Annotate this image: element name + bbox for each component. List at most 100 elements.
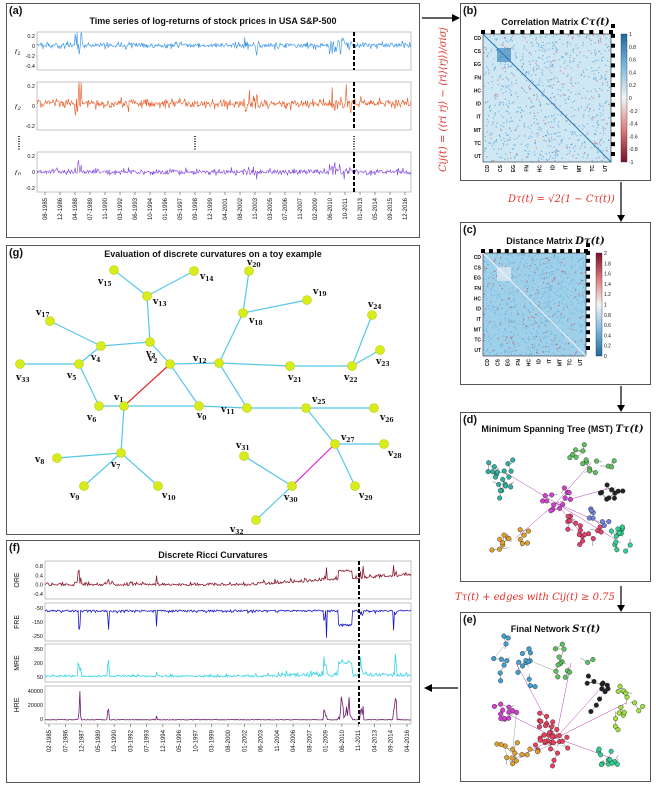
matrix-cell xyxy=(545,159,548,161)
matrix-cell xyxy=(500,343,502,345)
matrix-cell xyxy=(602,150,604,152)
matrix-cell xyxy=(488,308,490,310)
matrix-cell xyxy=(496,295,499,297)
matrix-cell xyxy=(538,312,541,314)
curvature-tick: 0.4 xyxy=(35,573,43,579)
matrix-cell xyxy=(484,353,486,355)
sector-label-x: FN xyxy=(524,165,530,172)
node-subscript: 15 xyxy=(103,281,111,288)
matrix-cell xyxy=(541,351,544,353)
matrix-cell xyxy=(499,101,501,103)
matrix-cell xyxy=(532,81,534,83)
matrix-cell xyxy=(530,304,532,306)
matrix-cell xyxy=(580,73,583,76)
matrix-cell xyxy=(546,57,548,59)
matrix-cell xyxy=(569,137,571,140)
matrix-cell xyxy=(537,333,540,335)
matrix-cell xyxy=(532,45,534,47)
network-node xyxy=(514,740,520,746)
matrix-cell xyxy=(588,50,590,52)
matrix-cell xyxy=(595,78,597,80)
matrix-cell xyxy=(569,60,571,62)
matrix-cell xyxy=(486,331,488,333)
matrix-cell xyxy=(517,269,519,271)
matrix-cell xyxy=(528,309,530,311)
matrix-cell xyxy=(540,259,543,261)
network-node xyxy=(585,673,591,679)
matrix-cell xyxy=(572,49,574,51)
matrix-cell xyxy=(582,323,584,326)
matrix-cell xyxy=(495,98,497,100)
matrix-cell xyxy=(484,148,486,150)
matrix-cell xyxy=(556,154,558,157)
matrix-cell xyxy=(581,316,583,318)
matrix-cell xyxy=(576,347,578,349)
toy-node-v8 xyxy=(52,453,62,463)
matrix-cell xyxy=(484,278,486,280)
matrix-cell xyxy=(550,264,552,267)
matrix-tick xyxy=(611,142,615,147)
matrix-cell xyxy=(546,267,548,269)
matrix-cell xyxy=(510,273,512,275)
matrix-cell xyxy=(537,267,539,269)
network-node xyxy=(623,548,629,554)
matrix-cell xyxy=(570,281,572,283)
matrix-cell xyxy=(484,46,486,49)
matrix-cell xyxy=(511,350,513,352)
matrix-cell xyxy=(566,120,568,122)
matrix-cell xyxy=(578,258,581,260)
matrix-cell xyxy=(602,82,604,84)
matrix-cell xyxy=(600,75,602,77)
matrix-cell xyxy=(549,285,552,288)
matrix-cell xyxy=(542,317,544,319)
panel-b-title-text: Correlation Matrix xyxy=(501,17,579,27)
matrix-cell xyxy=(498,319,500,321)
matrix-cell xyxy=(551,139,553,141)
matrix-cell xyxy=(549,287,551,289)
matrix-cell xyxy=(610,161,613,163)
matrix-cell xyxy=(485,328,488,330)
toy-node-label: v17 xyxy=(35,308,50,319)
matrix-cell xyxy=(486,319,488,322)
matrix-cell xyxy=(484,150,486,152)
matrix-cell xyxy=(564,272,566,274)
matrix-cell xyxy=(542,269,544,272)
matrix-cell xyxy=(599,115,601,117)
matrix-cell xyxy=(484,295,486,297)
matrix-cell xyxy=(554,138,556,141)
matrix-cell xyxy=(521,321,523,323)
network-node xyxy=(612,490,618,496)
matrix-cell xyxy=(504,318,506,321)
series-label: r₂ xyxy=(15,102,21,111)
toy-node-v23 xyxy=(375,345,385,355)
matrix-cell xyxy=(511,348,513,350)
matrix-cell xyxy=(499,293,501,295)
matrix-cell xyxy=(597,40,600,42)
matrix-cell xyxy=(541,81,543,83)
network-node xyxy=(503,641,509,647)
matrix-cell xyxy=(506,301,508,303)
matrix-cell xyxy=(560,295,562,297)
matrix-cell xyxy=(510,337,512,339)
matrix-cell xyxy=(584,321,586,323)
matrix-cell xyxy=(577,34,579,36)
matrix-cell xyxy=(500,322,502,324)
matrix-cell xyxy=(599,132,601,134)
matrix-cell xyxy=(495,324,497,326)
x-tick-label: 07-1986 xyxy=(63,729,69,752)
matrix-cell xyxy=(562,298,564,300)
network-node xyxy=(485,469,491,475)
matrix-cell xyxy=(551,157,553,159)
matrix-cell xyxy=(495,94,497,96)
matrix-cell xyxy=(552,47,554,50)
matrix-cell xyxy=(547,115,549,118)
matrix-cell xyxy=(543,263,545,265)
matrix-cell xyxy=(527,338,529,340)
matrix-cell xyxy=(534,336,536,338)
matrix-cell xyxy=(543,48,545,50)
matrix-cell xyxy=(505,132,507,134)
matrix-cell xyxy=(534,115,536,117)
matrix-cell xyxy=(506,119,508,121)
matrix-cell xyxy=(531,263,533,265)
matrix-tick xyxy=(609,30,613,34)
